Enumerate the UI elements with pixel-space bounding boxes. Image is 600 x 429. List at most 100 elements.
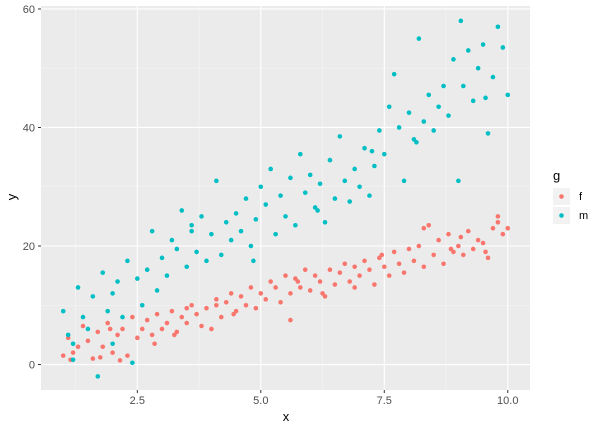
data-point-f	[194, 311, 199, 317]
data-point-f	[110, 350, 115, 355]
data-point-m	[401, 178, 407, 184]
data-point-m	[253, 217, 259, 222]
data-point-m	[184, 264, 190, 270]
data-point-f	[120, 326, 125, 332]
data-point-m	[169, 237, 175, 243]
data-point-f	[231, 311, 236, 317]
legend-title: g	[553, 168, 560, 183]
data-point-f	[273, 285, 278, 290]
data-point-f	[149, 332, 155, 338]
data-point-f	[223, 299, 229, 305]
data-point-f	[421, 225, 427, 231]
data-point-f	[172, 332, 177, 338]
data-point-m	[243, 196, 249, 201]
data-point-f	[372, 282, 377, 287]
legend-label-f: f	[579, 191, 583, 203]
data-point-f	[357, 273, 362, 278]
legend: g f m	[553, 168, 588, 224]
data-point-m	[362, 145, 367, 151]
data-point-m	[209, 231, 214, 237]
data-point-m	[307, 172, 313, 178]
data-point-f	[386, 273, 392, 278]
data-point-f	[164, 320, 170, 326]
data-point-m	[347, 199, 353, 204]
data-point-m	[80, 314, 86, 320]
data-point-m	[505, 92, 511, 98]
data-point-m	[120, 314, 125, 320]
data-point-f	[278, 299, 283, 305]
x-tick-label: 5.0	[253, 395, 268, 407]
data-point-f	[352, 264, 357, 270]
data-point-m	[65, 332, 71, 338]
data-point-f	[495, 214, 501, 219]
data-point-f	[204, 305, 209, 311]
data-point-m	[456, 178, 461, 184]
data-point-f	[347, 279, 353, 284]
data-point-m	[90, 294, 96, 299]
data-point-m	[110, 291, 115, 296]
data-point-m	[189, 222, 194, 228]
data-point-m	[214, 178, 219, 184]
data-point-m	[426, 92, 432, 98]
data-point-m	[470, 98, 476, 104]
data-point-f	[456, 243, 461, 249]
data-point-m	[268, 166, 273, 172]
data-point-f	[500, 231, 506, 237]
data-point-m	[95, 374, 101, 379]
data-point-f	[169, 308, 175, 314]
data-point-m	[233, 211, 239, 216]
data-point-f	[342, 261, 348, 267]
data-point-f	[60, 353, 66, 358]
data-point-m	[386, 104, 392, 110]
data-point-f	[295, 279, 301, 284]
data-point-m	[322, 219, 328, 225]
data-point-m	[204, 258, 209, 264]
data-point-m	[357, 184, 362, 190]
data-point-f	[115, 332, 120, 338]
data-point-m	[194, 249, 199, 255]
data-point-m	[485, 131, 491, 136]
data-point-f	[312, 273, 318, 278]
x-tick-label: 7.5	[377, 395, 392, 407]
data-point-f	[448, 246, 454, 252]
data-point-f	[337, 270, 343, 275]
data-point-m	[154, 288, 160, 293]
data-point-m	[342, 178, 348, 184]
data-point-m	[223, 219, 229, 225]
data-point-f	[283, 273, 288, 278]
data-point-f	[214, 297, 219, 302]
data-point-m	[490, 74, 496, 80]
data-point-f	[490, 225, 496, 231]
data-point-f	[458, 234, 464, 240]
data-point-f	[95, 329, 101, 335]
y-tick-label: 40	[23, 122, 35, 134]
data-point-f	[218, 314, 224, 320]
data-point-m	[369, 148, 375, 154]
data-point-m	[283, 214, 288, 219]
data-point-m	[495, 24, 501, 30]
data-point-f	[258, 291, 264, 296]
plot-panel	[41, 6, 530, 390]
data-point-m	[367, 193, 372, 198]
data-point-m	[130, 360, 135, 366]
data-point-f	[426, 222, 432, 228]
x-tick-label: 10.0	[497, 395, 518, 407]
data-point-f	[461, 252, 466, 258]
data-point-f	[298, 285, 303, 290]
data-point-f	[263, 297, 269, 302]
data-point-m	[337, 134, 343, 139]
data-point-f	[421, 264, 427, 270]
data-point-m	[483, 95, 488, 101]
data-point-f	[480, 240, 486, 246]
data-point-m	[391, 71, 397, 77]
data-point-m	[85, 326, 91, 332]
data-point-f	[125, 353, 130, 358]
data-point-f	[401, 270, 407, 275]
data-point-f	[159, 326, 165, 332]
data-point-f	[152, 341, 157, 347]
data-point-f	[154, 311, 160, 317]
data-point-f	[243, 302, 249, 308]
data-point-m	[228, 237, 234, 243]
data-point-m	[144, 267, 150, 273]
